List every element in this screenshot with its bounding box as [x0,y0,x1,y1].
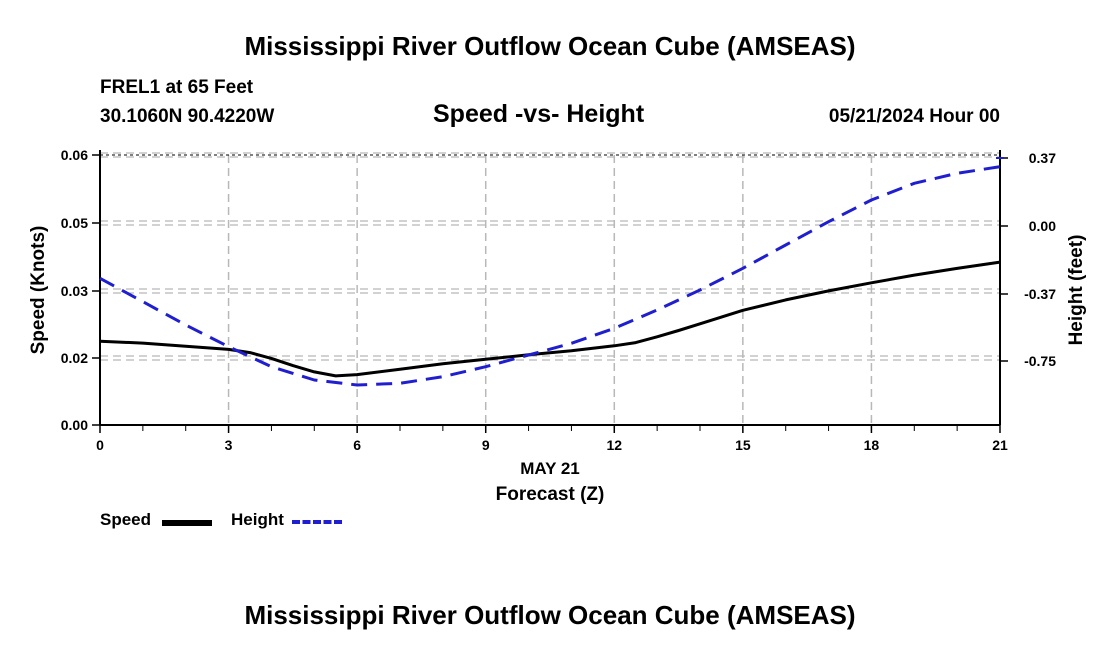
y2-tick-label: 0.00 [1029,218,1056,234]
y2-tick-label: -0.75 [1024,353,1056,369]
y-tick-label: 0.06 [61,147,88,163]
x-tick-label: 3 [225,437,233,453]
y-tick-label: 0.00 [61,417,88,433]
y2-axis-title: Height (feet) [1066,235,1087,346]
x-tick-label: 15 [735,437,751,453]
y-tick-label: 0.05 [61,215,88,231]
x-axis-date-label: MAY 21 [520,459,580,478]
speed-series-line [99,260,1001,378]
legend-speed-swatch [162,520,212,526]
station-coordinates: 30.1060N 90.4220W [100,106,275,127]
legend-height-label: Height [231,510,284,529]
footer-title: Mississippi River Outflow Ocean Cube (AM… [244,600,856,630]
x-tick-label: 9 [482,437,490,453]
legend-height-swatch [292,520,342,524]
chart-title: Mississippi River Outflow Ocean Cube (AM… [244,31,856,61]
y-tick-label: 0.02 [61,350,88,366]
height-series-line [99,165,1001,387]
x-axis-title: Forecast (Z) [496,484,605,505]
y2-tick-label: 0.37 [1029,150,1056,166]
y2-tick-label: -0.37 [1024,286,1056,302]
x-tick-label: 12 [606,437,622,453]
legend-speed-label: Speed [100,510,152,529]
forecast-datetime: 05/21/2024 Hour 00 [828,106,1000,127]
station-label: FREL1 at 65 Feet [100,77,254,98]
x-tick-label: 0 [96,437,104,453]
x-tick-label: 6 [353,437,361,453]
y-axis-title: Speed (Knots) [28,226,49,355]
x-tick-label: 18 [864,437,880,453]
chart-subtitle: Speed -vs- Height [433,100,645,128]
y-tick-label: 0.03 [61,283,88,299]
x-tick-label: 21 [992,437,1008,453]
